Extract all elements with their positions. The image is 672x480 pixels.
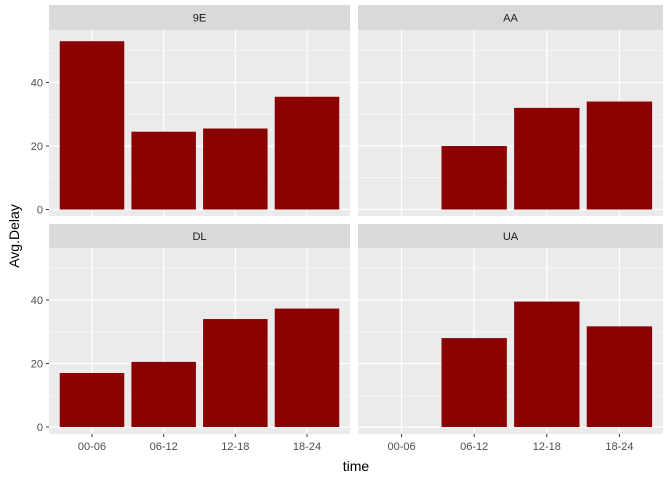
facet-label-aa: AA xyxy=(503,13,518,25)
bar-aa-06-12 xyxy=(441,146,507,210)
x-axis-title: time xyxy=(343,458,370,474)
facet-strip-aa xyxy=(358,5,663,30)
x-tick-label: 06-12 xyxy=(460,441,488,453)
facet-strip-ua xyxy=(358,224,663,248)
bar-dl-12-18 xyxy=(203,319,268,427)
bar-9e-06-12 xyxy=(131,131,196,210)
bar-ua-12-18 xyxy=(514,301,580,427)
facet-strip-dl xyxy=(49,224,350,248)
x-tick-label: 06-12 xyxy=(150,441,178,453)
x-tick-label: 00-06 xyxy=(78,441,106,453)
bar-9e-00-06 xyxy=(59,41,125,210)
x-tick-label: 18-24 xyxy=(293,441,321,453)
bar-aa-18-24 xyxy=(586,101,653,210)
bar-dl-00-06 xyxy=(59,373,125,427)
y-tick-label: 40 xyxy=(31,78,43,90)
facet-label-ua: UA xyxy=(503,231,519,243)
x-tick-label: 12-18 xyxy=(221,441,249,453)
facet-strip-9e xyxy=(49,5,350,30)
bar-dl-06-12 xyxy=(131,361,196,427)
bar-9e-18-24 xyxy=(274,96,340,210)
x-tick-label: 00-06 xyxy=(388,441,416,453)
bar-ua-06-12 xyxy=(441,338,507,427)
y-tick-label: 20 xyxy=(31,141,43,153)
facet-label-9e: 9E xyxy=(193,13,206,25)
bar-dl-18-24 xyxy=(274,308,340,427)
x-tick-label: 18-24 xyxy=(605,441,633,453)
y-axis-title: Avg.Delay xyxy=(6,204,22,268)
y-tick-label: 40 xyxy=(31,295,43,307)
y-tick-label: 0 xyxy=(37,205,43,217)
facet-label-dl: DL xyxy=(192,231,206,243)
x-tick-label: 12-18 xyxy=(533,441,561,453)
bar-ua-18-24 xyxy=(586,326,653,427)
bar-9e-12-18 xyxy=(203,128,268,210)
y-tick-label: 0 xyxy=(37,422,43,434)
bar-aa-12-18 xyxy=(514,107,580,210)
y-tick-label: 20 xyxy=(31,359,43,371)
